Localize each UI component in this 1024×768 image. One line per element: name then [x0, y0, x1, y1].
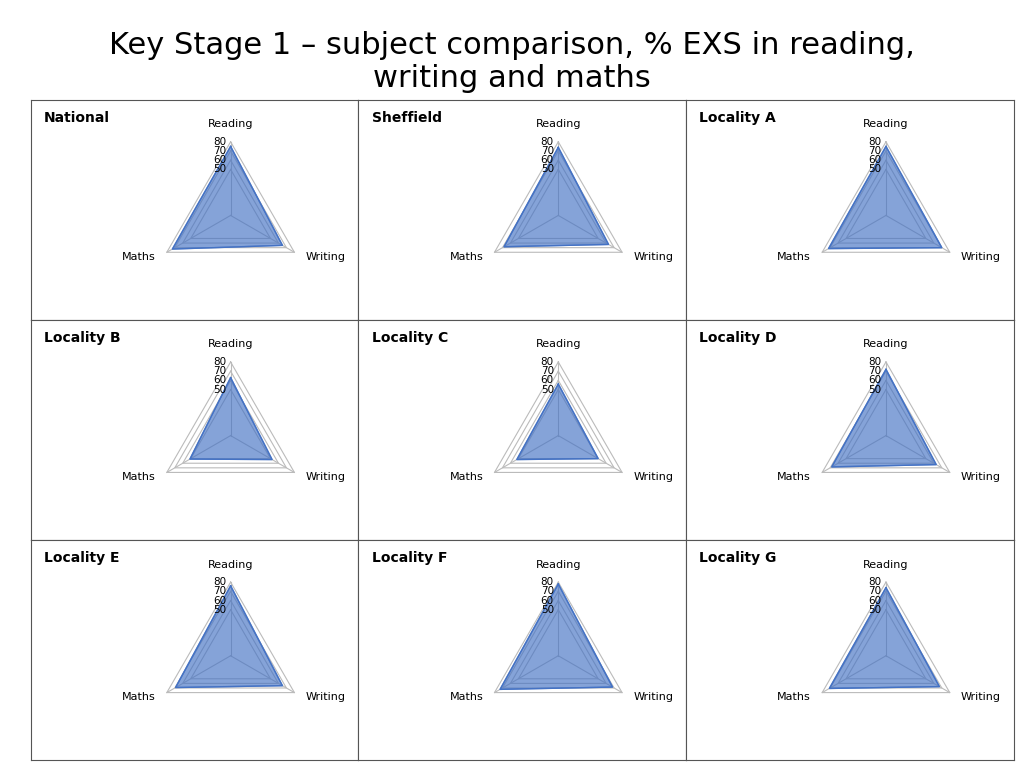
Text: National: National — [44, 111, 110, 125]
Text: Writing: Writing — [305, 693, 346, 703]
Text: Maths: Maths — [122, 693, 156, 703]
Polygon shape — [172, 147, 283, 249]
Polygon shape — [504, 147, 608, 247]
Text: Locality F: Locality F — [372, 551, 447, 565]
Text: 70: 70 — [541, 366, 554, 376]
Text: 70: 70 — [213, 146, 226, 156]
Text: Maths: Maths — [777, 693, 811, 703]
Text: Reading: Reading — [536, 119, 581, 129]
Polygon shape — [175, 586, 283, 687]
Text: Maths: Maths — [450, 472, 483, 482]
Text: Writing: Writing — [961, 472, 1001, 482]
Text: 50: 50 — [541, 164, 554, 174]
Polygon shape — [829, 588, 939, 688]
Text: 50: 50 — [541, 604, 554, 614]
Text: Reading: Reading — [208, 560, 253, 570]
Polygon shape — [517, 384, 598, 459]
Text: 80: 80 — [213, 577, 226, 587]
Text: 80: 80 — [541, 577, 554, 587]
Text: 60: 60 — [541, 376, 554, 386]
Text: 80: 80 — [213, 357, 226, 367]
Text: 50: 50 — [868, 604, 882, 614]
Text: 70: 70 — [868, 586, 882, 596]
Polygon shape — [189, 378, 272, 459]
Text: Writing: Writing — [633, 472, 674, 482]
Text: 80: 80 — [213, 137, 226, 147]
Text: 70: 70 — [213, 366, 226, 376]
Text: Locality D: Locality D — [699, 331, 776, 345]
Text: 50: 50 — [868, 385, 882, 395]
Text: Locality A: Locality A — [699, 111, 776, 125]
Text: 60: 60 — [868, 155, 882, 165]
Polygon shape — [828, 147, 942, 249]
Text: Maths: Maths — [122, 252, 156, 262]
Polygon shape — [831, 369, 936, 467]
Text: Maths: Maths — [777, 472, 811, 482]
Text: 50: 50 — [213, 385, 226, 395]
Text: Locality E: Locality E — [44, 551, 120, 565]
Text: 70: 70 — [541, 586, 554, 596]
Text: Reading: Reading — [536, 339, 581, 349]
Text: Reading: Reading — [863, 560, 908, 570]
Text: 70: 70 — [868, 366, 882, 376]
Text: Maths: Maths — [450, 252, 483, 262]
Text: 80: 80 — [868, 577, 882, 587]
Text: Writing: Writing — [633, 693, 674, 703]
Text: 80: 80 — [541, 137, 554, 147]
Text: 70: 70 — [213, 586, 226, 596]
Text: 60: 60 — [868, 595, 882, 605]
Text: Writing: Writing — [305, 252, 346, 262]
Text: Key Stage 1 – subject comparison, % EXS in reading,
writing and maths: Key Stage 1 – subject comparison, % EXS … — [110, 31, 914, 94]
Text: Reading: Reading — [863, 339, 908, 349]
Text: Reading: Reading — [536, 560, 581, 570]
Text: 60: 60 — [213, 595, 226, 605]
Text: Writing: Writing — [633, 252, 674, 262]
Text: 50: 50 — [541, 385, 554, 395]
Text: 80: 80 — [868, 357, 882, 367]
Text: Reading: Reading — [208, 119, 253, 129]
Text: 50: 50 — [213, 164, 226, 174]
Text: 50: 50 — [213, 604, 226, 614]
Text: 60: 60 — [213, 155, 226, 165]
Text: 60: 60 — [541, 155, 554, 165]
Text: 70: 70 — [541, 146, 554, 156]
Text: 80: 80 — [541, 357, 554, 367]
Text: Locality B: Locality B — [44, 331, 121, 345]
Text: 50: 50 — [868, 164, 882, 174]
Text: Maths: Maths — [122, 472, 156, 482]
Text: 80: 80 — [868, 137, 882, 147]
Text: 70: 70 — [868, 146, 882, 156]
Text: 60: 60 — [868, 376, 882, 386]
Text: Maths: Maths — [450, 693, 483, 703]
Text: Locality G: Locality G — [699, 551, 776, 565]
Text: 60: 60 — [541, 595, 554, 605]
Text: Writing: Writing — [961, 252, 1001, 262]
Text: 60: 60 — [213, 376, 226, 386]
Text: Reading: Reading — [863, 119, 908, 129]
Text: Writing: Writing — [305, 472, 346, 482]
Polygon shape — [500, 584, 612, 690]
Text: Maths: Maths — [777, 252, 811, 262]
Text: Reading: Reading — [208, 339, 253, 349]
Text: Locality C: Locality C — [372, 331, 447, 345]
Text: Writing: Writing — [961, 693, 1001, 703]
Text: Sheffield: Sheffield — [372, 111, 441, 125]
